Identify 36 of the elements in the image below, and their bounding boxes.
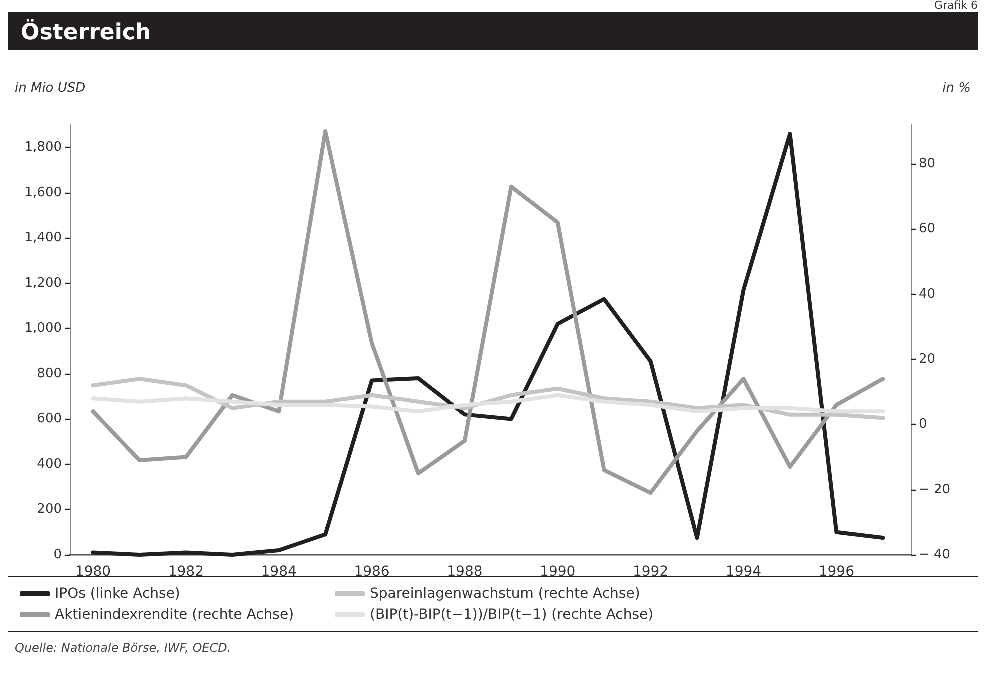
y-axis-title: in Mio USD — [15, 81, 86, 96]
y-tick-label: 1,800 — [24, 140, 62, 156]
x-tick-label: 1992 — [632, 564, 669, 580]
y-tick-label: 400 — [37, 456, 62, 472]
legend-label: Aktienindexrendite (rechte Achse) — [55, 607, 294, 623]
x-tick-label: 1980 — [75, 564, 112, 580]
x-tick-label: 1984 — [261, 564, 297, 580]
chart-title: Österreich — [21, 18, 152, 46]
legend-label: (BIP(t)-BIP(t−1))/BIP(t−1) (rechte Achse) — [370, 607, 654, 623]
y2-axis-title: in % — [942, 81, 971, 96]
y2-tick-label: 60 — [919, 222, 936, 237]
x-tick-label: 1986 — [354, 564, 390, 580]
y2-tick-label: 20 — [919, 352, 936, 368]
y2-tick-label: − 20 — [919, 482, 951, 498]
y-tick-label: 200 — [37, 502, 62, 518]
y2-tick-label: 0 — [919, 417, 928, 432]
x-tick-label: 1996 — [818, 564, 855, 580]
y2-tick-label: 80 — [919, 156, 936, 172]
y-tick-label: 0 — [54, 548, 62, 562]
line-series — [91, 393, 886, 414]
y-tick-label: 1,000 — [24, 321, 62, 336]
y-tick-label: 600 — [37, 412, 62, 427]
y-tick-label: 1,200 — [24, 276, 62, 291]
text: Grafik 6 — [934, 0, 978, 12]
x-tick-label: 1988 — [447, 564, 483, 580]
y-tick-label: 1,600 — [24, 185, 62, 200]
x-tick-label: 1990 — [540, 564, 576, 580]
y-tick-label: 1,400 — [24, 230, 62, 246]
x-tick-label: 1994 — [726, 564, 762, 580]
legend-label: Spareinlagenwachstum (rechte Achse) — [370, 586, 640, 602]
y-tick-label: 800 — [37, 366, 62, 382]
y2-tick-label: 40 — [919, 286, 936, 302]
legend-label: IPOs (linke Achse) — [55, 586, 180, 602]
source-note: Quelle: Nationale Börse, IWF, OECD. — [15, 641, 232, 655]
y2-tick-label: − 40 — [919, 548, 951, 562]
x-tick-label: 1982 — [168, 564, 204, 580]
